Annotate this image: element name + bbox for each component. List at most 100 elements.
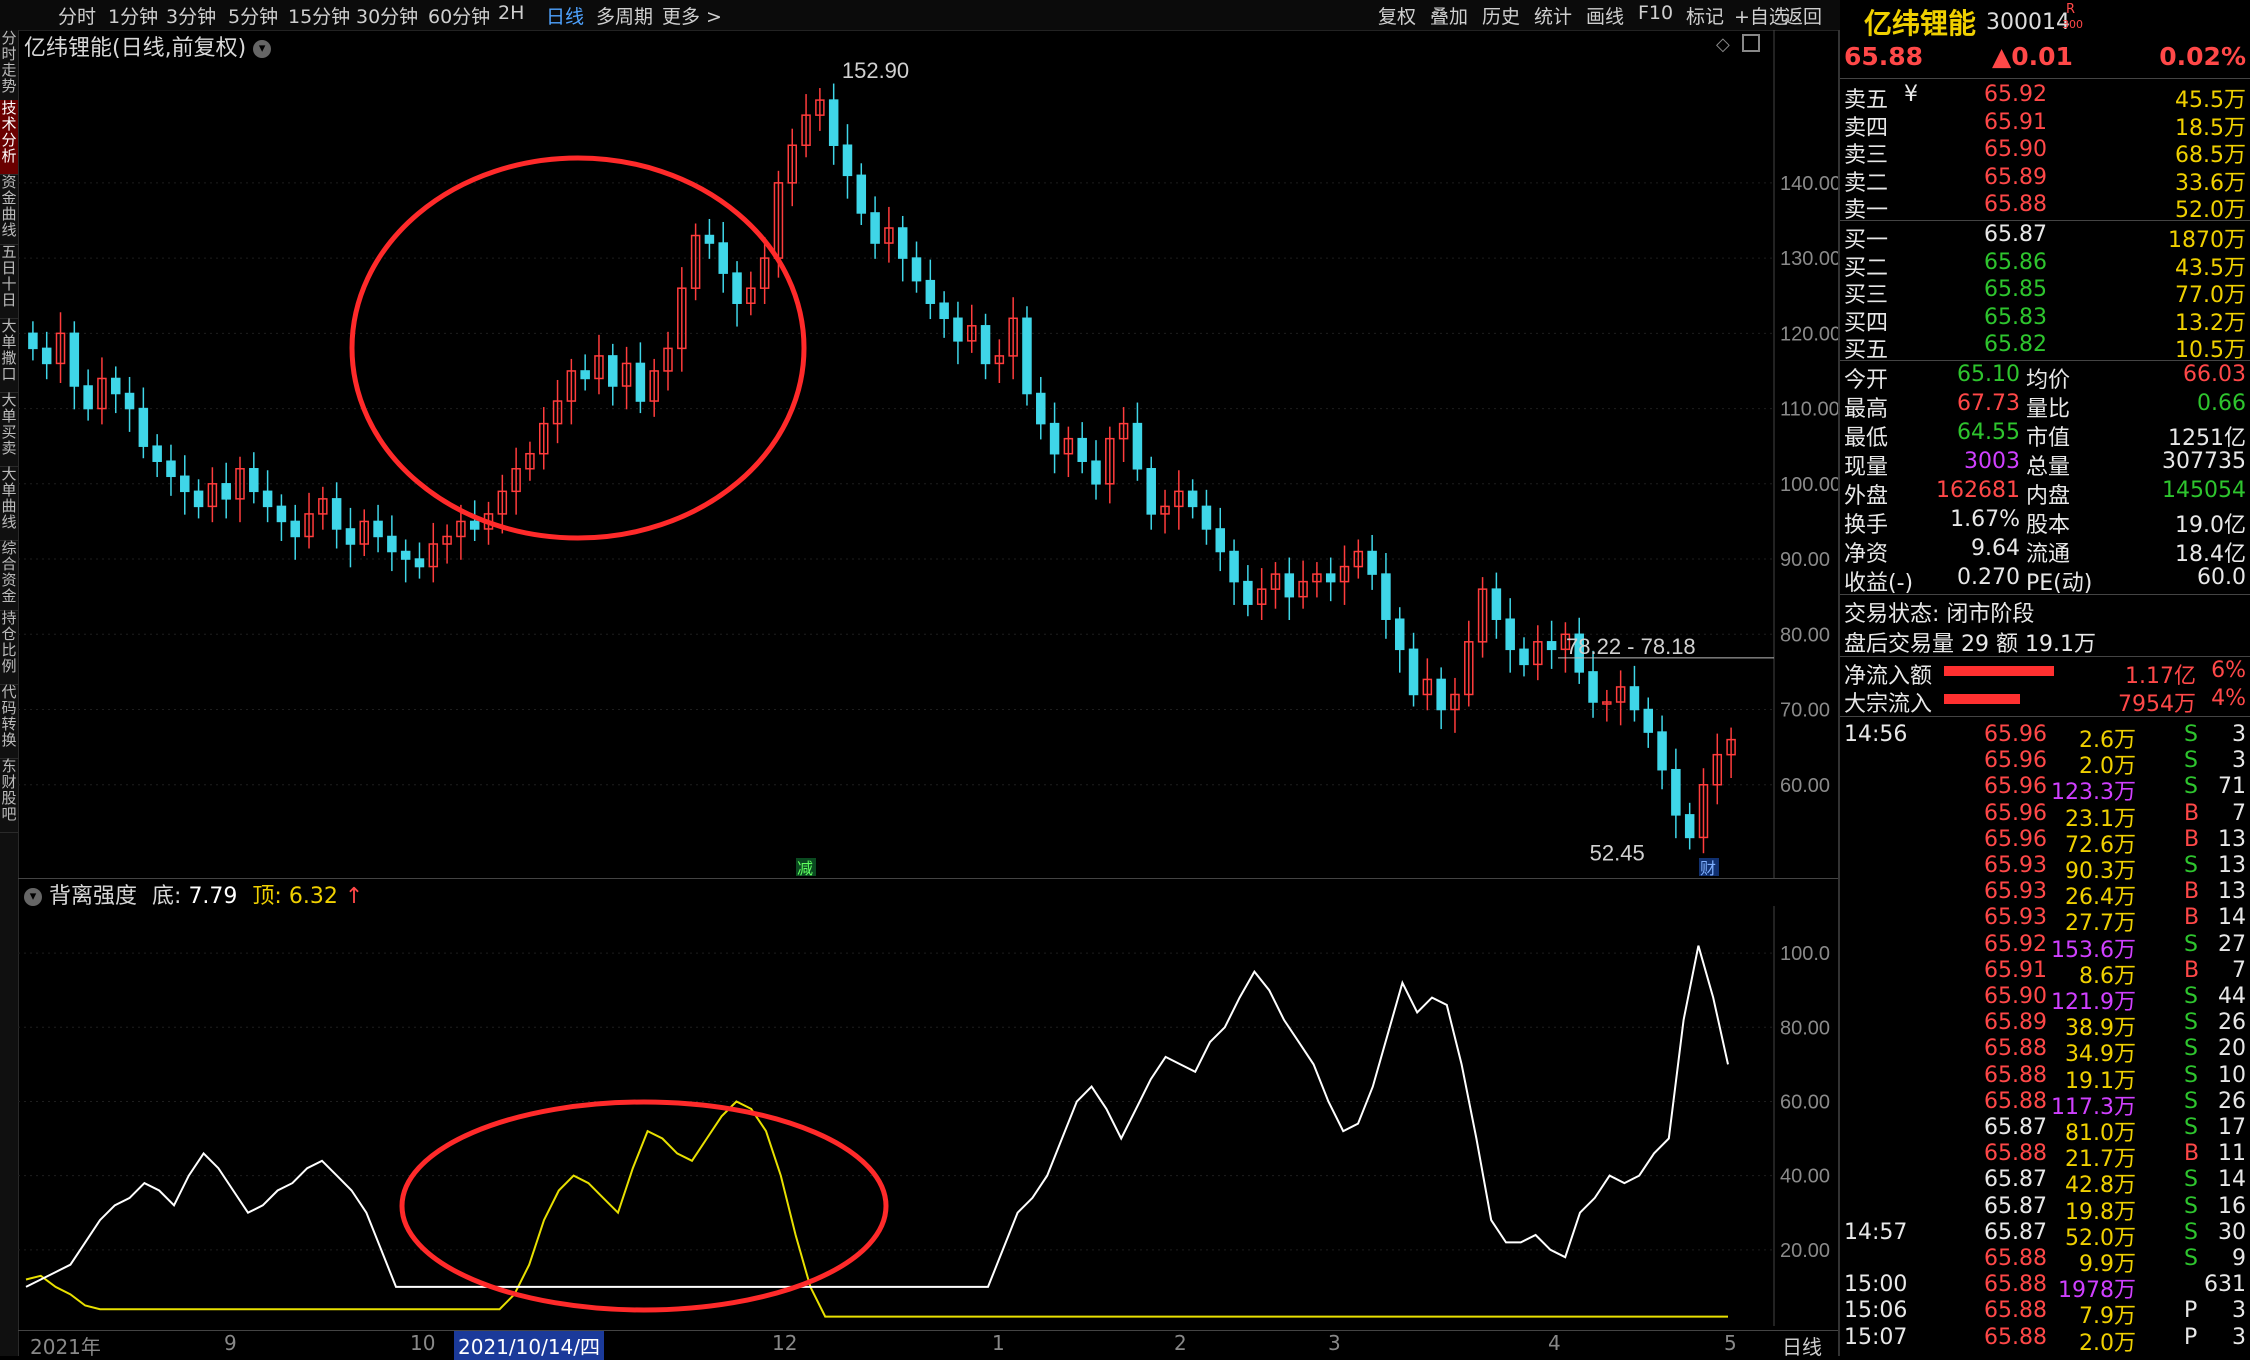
period-tab-0[interactable]: 分时 <box>58 6 97 28</box>
left-nav-tab-6[interactable]: 大单曲线 <box>0 466 18 541</box>
candle <box>456 520 466 538</box>
period-tab-1[interactable]: 1分钟 <box>108 6 159 28</box>
left-nav-tab-1[interactable]: 技术分析 <box>0 100 18 175</box>
candle <box>1077 437 1087 462</box>
pane-divider <box>18 878 1840 879</box>
maximize-icon[interactable] <box>1742 34 1760 52</box>
chevron-down-icon[interactable]: ▾ <box>24 888 42 906</box>
yuan-icon[interactable]: ¥ <box>1904 82 1918 107</box>
candle <box>318 498 328 515</box>
period-tab-3[interactable]: 5分钟 <box>228 6 279 28</box>
date-tick-label: 3 <box>1328 1331 1341 1355</box>
tick-price: 65.93 <box>1984 905 2047 931</box>
separator <box>1840 360 2250 361</box>
candle <box>939 302 949 320</box>
bid-volume: 1870万 <box>2168 228 2246 253</box>
left-nav-tab-7[interactable]: 综合资金 <box>0 540 18 611</box>
ask-label: 卖五 <box>1844 88 1889 113</box>
tool-button-1[interactable]: 叠加 <box>1430 6 1469 28</box>
candle <box>1187 490 1198 508</box>
candle <box>1091 460 1101 485</box>
candle <box>925 279 936 304</box>
after-hours-text: 盘后交易量 29 额 19.1万 <box>1844 632 2096 657</box>
trade-status-text: 交易状态: 闭市阶段 <box>1844 602 2035 627</box>
period-tab-10[interactable]: 更多 > <box>662 6 722 28</box>
left-nav-tab-9[interactable]: 代码转换 <box>0 684 18 759</box>
tick-price: 65.91 <box>1984 957 2047 983</box>
period-tag[interactable]: 日线 <box>1782 1335 1822 1359</box>
tool-button-2[interactable]: 历史 <box>1482 6 1521 28</box>
stats-row: 现量 3003 总量 307735 <box>1840 449 2250 480</box>
tool-button-5[interactable]: F10 <box>1638 2 1674 24</box>
badge-300: 300 <box>2062 18 2083 31</box>
price-tick-label: 130.00 <box>1780 248 1838 270</box>
period-tab-8[interactable]: 日线 <box>546 6 585 28</box>
candle <box>110 377 121 395</box>
candle <box>1408 648 1419 696</box>
tool-button-7[interactable]: +自选 <box>1734 6 1788 28</box>
tick-side: S <box>2184 1062 2198 1088</box>
period-tab-5[interactable]: 30分钟 <box>356 6 419 28</box>
panel-divider <box>1838 30 1840 1356</box>
stat-value: 307735 <box>2162 449 2246 474</box>
price-tick-label: 100.00 <box>1780 474 1838 496</box>
tick-side: S <box>2184 1010 2198 1036</box>
left-nav-tab-10[interactable]: 东财股吧 <box>0 758 18 833</box>
event-reduce-marker[interactable]: 减 <box>796 858 816 878</box>
candle <box>690 234 701 289</box>
period-tab-9[interactable]: 多周期 <box>596 6 654 28</box>
ask-label: 卖一 <box>1844 198 1889 223</box>
left-nav-tab-2[interactable]: 资金曲线 <box>0 174 18 245</box>
tick-count: 20 <box>2218 1036 2246 1062</box>
candle <box>1394 618 1405 651</box>
event-finance-marker[interactable]: 财 <box>1699 858 1719 878</box>
tick-side: S <box>2184 853 2198 878</box>
candle <box>552 400 563 425</box>
tool-button-0[interactable]: 复权 <box>1378 6 1417 28</box>
tick-row: 65.93 90.3万 S 13 <box>1840 853 2250 884</box>
tick-price: 65.96 <box>1984 748 2047 774</box>
stat-label: 量比 <box>2026 397 2071 422</box>
chevron-down-icon[interactable]: ▾ <box>253 40 272 58</box>
left-nav-tab-4[interactable]: 大单撒口 <box>0 318 18 393</box>
left-nav-tab-3[interactable]: 五日十日 <box>0 244 18 319</box>
tool-button-4[interactable]: 画线 <box>1586 6 1625 28</box>
period-tab-2[interactable]: 3分钟 <box>166 6 217 28</box>
tool-button-3[interactable]: 统计 <box>1534 6 1573 28</box>
stat-value: 0.270 <box>1957 565 2020 590</box>
chart-title: 亿纬锂能(日线,前复权) ▾ <box>24 30 272 62</box>
tick-volume: 90.3万 <box>2065 859 2136 884</box>
stats-row: 最低 64.55 市值 1251亿 <box>1840 420 2250 451</box>
last-price: 65.88 <box>1844 42 1924 71</box>
tool-button-8[interactable]: 返回 <box>1784 6 1823 28</box>
left-nav-tab-0[interactable]: 分时走势 <box>0 30 18 101</box>
left-nav-tab-8[interactable]: 持仓比例 <box>0 610 18 685</box>
indicator-chart[interactable]: 100.0 80.00 60.00 40.00 20.00 <box>18 906 1838 1326</box>
tick-side: S <box>2184 1193 2198 1219</box>
block-inflow-value: 7954万 <box>2118 692 2196 717</box>
chart-settings-icon[interactable]: ◇ <box>1716 34 1730 55</box>
tick-count: 27 <box>2218 931 2246 957</box>
tool-button-6[interactable]: 标记 <box>1686 6 1725 28</box>
net-inflow-row: 净流入额 1.17亿 6% <box>1840 658 2250 689</box>
candle <box>442 535 452 545</box>
candle <box>1298 580 1308 598</box>
tick-price: 65.87 <box>1984 1115 2047 1140</box>
ask-price: 65.92 <box>1984 82 2047 107</box>
period-tab-7[interactable]: 2H <box>498 2 525 24</box>
date-tick-label: 2021年 <box>30 1335 101 1359</box>
candle <box>1698 784 1709 839</box>
price-change-pct: 0.02% <box>2159 42 2246 71</box>
price-chart[interactable]: 140.00 130.00 120.00 110.00 100.00 90.00 80.00… <box>18 30 1838 878</box>
tick-count: 14 <box>2218 1167 2246 1193</box>
candle <box>649 370 659 402</box>
candle <box>193 490 204 508</box>
period-tab-4[interactable]: 15分钟 <box>288 6 351 28</box>
left-nav-tab-5[interactable]: 大单买卖 <box>0 392 18 467</box>
candle <box>1146 468 1156 515</box>
tick-side: S <box>2184 1036 2198 1062</box>
annotation-circle <box>349 155 807 541</box>
period-tab-6[interactable]: 60分钟 <box>428 6 491 28</box>
tick-side: S <box>2184 722 2198 747</box>
tick-price: 65.93 <box>1984 853 2047 878</box>
